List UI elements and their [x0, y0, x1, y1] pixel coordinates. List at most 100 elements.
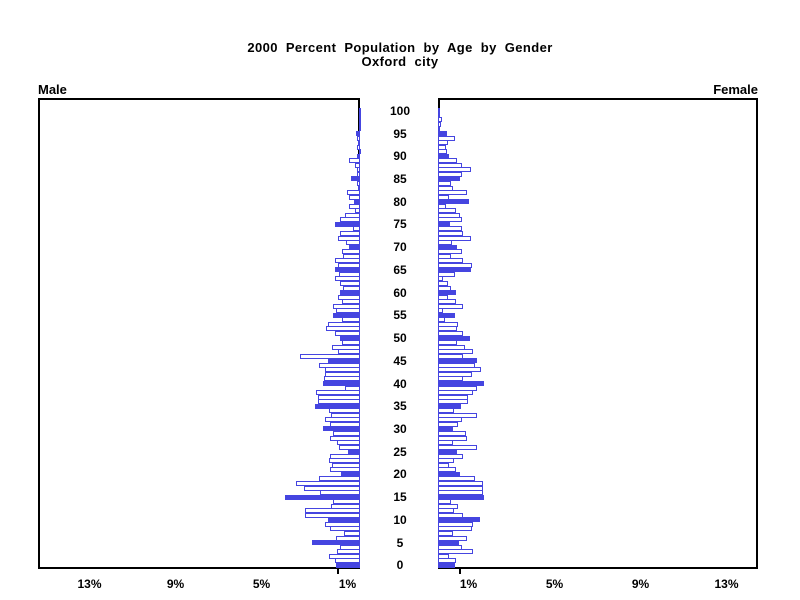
male-bar-age-93: [358, 140, 360, 146]
female-bar-age-54: [438, 317, 445, 323]
female-bar-age-79: [438, 203, 446, 209]
male-bar-age-48: [332, 344, 360, 350]
age-tick-label-0: 0: [396, 558, 404, 573]
female-pct-label-13: 13%: [714, 577, 739, 591]
male-bar-age-45: [328, 358, 360, 364]
female-bar-age-97: [438, 121, 441, 127]
female-bar-age-75: [438, 221, 450, 227]
male-bar-age-100: [359, 108, 361, 114]
female-bar-age-72: [438, 235, 471, 241]
age-tick-label-80: 80: [393, 194, 407, 209]
male-bar-age-0: [336, 562, 360, 568]
female-bar-age-95: [438, 131, 447, 136]
female-bar-age-30: [438, 426, 453, 432]
female-bar-age-51: [438, 331, 463, 336]
male-bar-age-87: [357, 167, 360, 173]
male-bar-age-76: [340, 217, 360, 223]
female-bar-age-44: [438, 362, 475, 368]
female-bar-age-64: [438, 271, 455, 277]
male-bar-age-32: [325, 417, 360, 423]
female-bar-age-6: [438, 535, 467, 541]
female-bar-age-86: [438, 171, 462, 177]
female-bar-age-98: [438, 117, 442, 123]
female-bar-age-19: [438, 476, 475, 482]
male-bar-age-98: [359, 117, 361, 123]
female-bar-age-68: [438, 253, 451, 259]
female-bar-age-82: [438, 190, 467, 196]
male-bar-age-61: [343, 285, 360, 291]
female-bar-age-5: [438, 540, 459, 546]
female-bar-age-40: [438, 381, 484, 386]
male-bar-age-47: [338, 349, 360, 355]
male-bar-age-13: [331, 503, 360, 509]
female-bar-age-77: [438, 212, 460, 218]
female-bar-age-14: [438, 499, 451, 505]
male-bar-age-28: [330, 435, 360, 441]
female-bar-age-4: [438, 544, 462, 550]
male-bar-age-54: [342, 317, 360, 323]
male-bar-age-91: [359, 149, 361, 155]
age-tick-label-50: 50: [393, 331, 407, 345]
female-bar-age-27: [438, 440, 453, 446]
male-bar-age-38: [316, 390, 360, 396]
male-bar-age-89: [349, 158, 360, 164]
male-bar-age-86: [357, 171, 360, 177]
female-bar-age-85: [438, 176, 460, 182]
female-bar-age-57: [438, 303, 463, 309]
male-bar-age-94: [357, 135, 360, 141]
male-panel: [38, 98, 360, 569]
male-bar-age-50: [340, 335, 360, 341]
female-bar-age-26: [438, 444, 477, 450]
male-bar-age-5: [312, 540, 360, 546]
female-pct-label-9: 9%: [631, 577, 650, 591]
male-bar-age-63: [335, 276, 360, 282]
female-bar-age-94: [438, 135, 455, 141]
female-bar-age-88: [438, 162, 462, 168]
male-bar-age-19: [319, 476, 360, 482]
male-bar-age-15: [285, 494, 360, 500]
male-bar-age-84: [357, 181, 360, 186]
male-bar-age-59: [338, 294, 360, 300]
male-bar-age-74: [353, 226, 360, 232]
female-bar-age-58: [438, 299, 456, 305]
female-bar-age-96: [438, 126, 440, 132]
age-tick-label-100: 100: [389, 103, 411, 118]
male-panel-label: Male: [38, 82, 67, 97]
age-tick-label-35: 35: [393, 399, 407, 414]
female-bar-age-43: [438, 367, 481, 373]
male-bar-age-29: [333, 431, 360, 436]
age-tick-label-70: 70: [393, 240, 407, 255]
female-bar-age-73: [438, 231, 463, 236]
male-bar-age-95: [356, 131, 360, 136]
female-bar-age-50: [438, 335, 470, 341]
male-bar-age-33: [331, 412, 360, 418]
female-bar-age-2: [438, 553, 449, 559]
female-bar-age-81: [438, 194, 449, 200]
male-bar-age-97: [359, 121, 361, 127]
male-bar-age-12: [305, 508, 360, 514]
female-bar-age-24: [438, 453, 463, 459]
chart-title-line1: 2000 Percent Population by Age by Gender: [247, 40, 553, 55]
male-bar-age-18: [296, 481, 360, 486]
male-bar-age-51: [335, 331, 360, 336]
female-bar-age-46: [438, 353, 463, 359]
female-bar-age-93: [438, 140, 448, 146]
female-bar-age-49: [438, 340, 457, 346]
male-bar-age-83: [358, 185, 360, 191]
age-tick-label-30: 30: [393, 421, 407, 436]
male-bar-age-41: [324, 376, 360, 382]
age-tick-label-65: 65: [393, 262, 407, 277]
female-bar-age-37: [438, 394, 468, 400]
male-bar-age-62: [340, 281, 360, 286]
female-pct-label-1: 1%: [459, 577, 478, 591]
male-bar-age-79: [349, 203, 360, 209]
female-bar-age-12: [438, 508, 454, 514]
age-tick-label-85: 85: [393, 171, 407, 186]
female-bar-age-17: [438, 485, 483, 491]
male-bar-age-35: [315, 403, 360, 409]
male-bar-age-43: [325, 367, 360, 373]
female-bar-age-41: [438, 376, 463, 382]
male-bar-age-68: [343, 253, 360, 259]
male-bar-age-7: [344, 531, 360, 536]
